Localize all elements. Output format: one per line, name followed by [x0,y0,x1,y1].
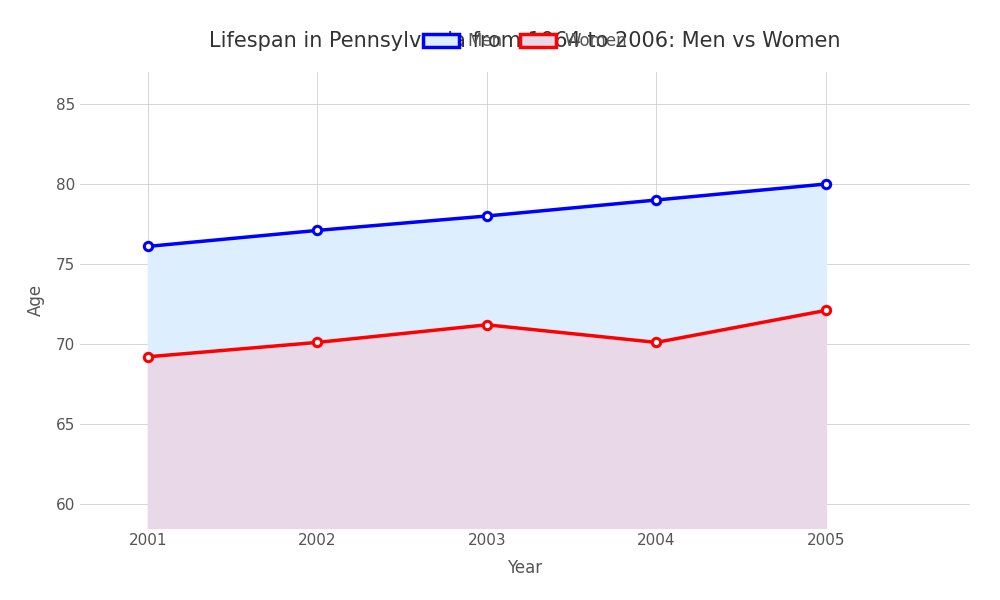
X-axis label: Year: Year [507,559,543,577]
Y-axis label: Age: Age [27,284,45,316]
Legend: Men, Women: Men, Women [416,26,634,57]
Title: Lifespan in Pennsylvania from 1964 to 2006: Men vs Women: Lifespan in Pennsylvania from 1964 to 20… [209,31,841,51]
